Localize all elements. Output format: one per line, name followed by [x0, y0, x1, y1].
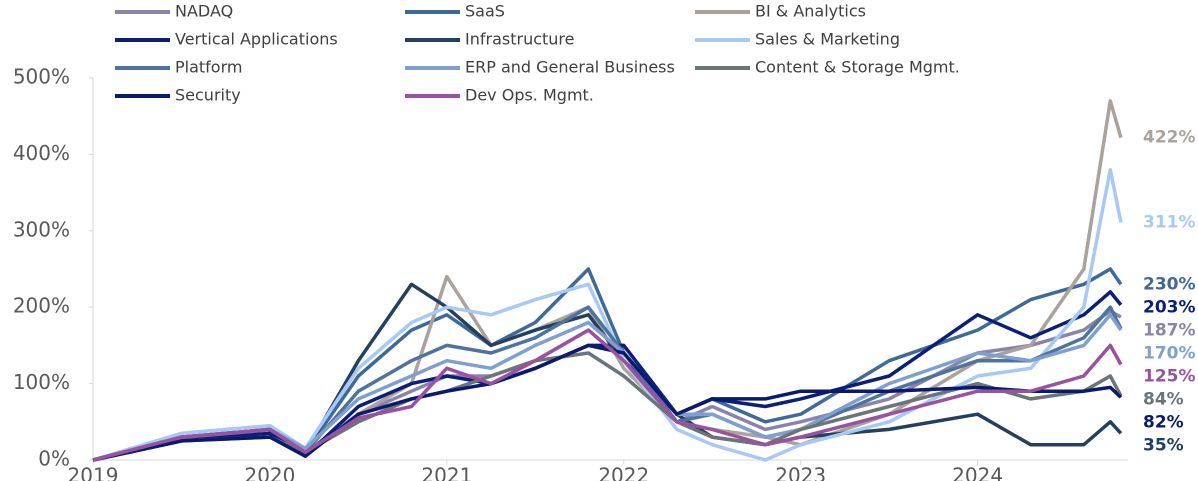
x-tick-label: 2019	[68, 464, 119, 481]
x-tick-label: 2020	[244, 464, 295, 481]
y-tick-label: 300%	[13, 217, 70, 241]
end-label: 82%	[1143, 412, 1184, 432]
x-tick-label: 2023	[775, 464, 826, 481]
legend-label: Infrastructure	[465, 30, 574, 49]
x-tick-label: 2021	[421, 464, 472, 481]
y-tick-label: 100%	[13, 370, 70, 394]
legend-label: Sales & Marketing	[755, 30, 900, 49]
series-line	[92, 343, 1123, 462]
end-label: 125%	[1143, 366, 1196, 386]
end-label: 35%	[1143, 435, 1184, 455]
legend-label: SaaS	[465, 2, 505, 21]
series-line	[92, 328, 1123, 462]
end-label: 203%	[1143, 297, 1196, 317]
legend-label: Content & Storage Mgmt.	[755, 58, 960, 77]
end-label: 422%	[1143, 128, 1196, 148]
legend-label: Platform	[175, 58, 242, 77]
end-label: 84%	[1143, 389, 1184, 409]
x-tick-label: 2024	[952, 464, 1003, 481]
legend-label: Dev Ops. Mgmt.	[465, 86, 594, 105]
legend-label: Security	[175, 86, 241, 105]
end-label: 230%	[1143, 274, 1196, 294]
y-tick-label: 200%	[13, 294, 70, 318]
y-tick-label: 500%	[13, 65, 70, 89]
legend-label: ERP and General Business	[465, 58, 675, 77]
end-label: 170%	[1143, 343, 1196, 363]
y-tick-label: 0%	[38, 447, 70, 471]
end-label: 311%	[1143, 212, 1196, 232]
y-tick-label: 400%	[13, 141, 70, 165]
series-line	[92, 99, 1123, 462]
legend-label: NADAQ	[175, 2, 233, 21]
legend-label: BI & Analytics	[755, 2, 866, 21]
x-tick-label: 2022	[598, 464, 649, 481]
end-label: 187%	[1143, 320, 1196, 340]
legend-label: Vertical Applications	[175, 30, 338, 49]
